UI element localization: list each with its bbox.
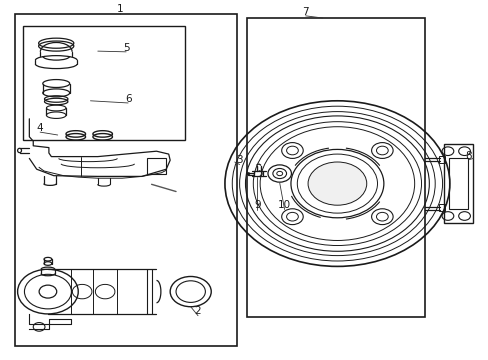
Text: 6: 6	[124, 94, 131, 104]
Text: 1: 1	[116, 4, 123, 14]
Bar	[23, 26, 184, 140]
Bar	[438, 204, 444, 211]
Bar	[15, 14, 237, 346]
Bar	[448, 158, 468, 209]
Circle shape	[307, 162, 366, 205]
Bar	[146, 158, 166, 174]
Text: 4: 4	[37, 123, 43, 133]
Text: 8: 8	[464, 150, 471, 161]
Text: 2: 2	[194, 306, 201, 316]
Text: 5: 5	[122, 42, 129, 53]
Text: 3: 3	[236, 155, 243, 165]
Bar	[438, 156, 444, 163]
Text: 9: 9	[253, 200, 260, 210]
Bar	[246, 18, 425, 317]
Bar	[443, 144, 472, 223]
Text: 10: 10	[278, 200, 290, 210]
Text: 7: 7	[302, 6, 308, 17]
